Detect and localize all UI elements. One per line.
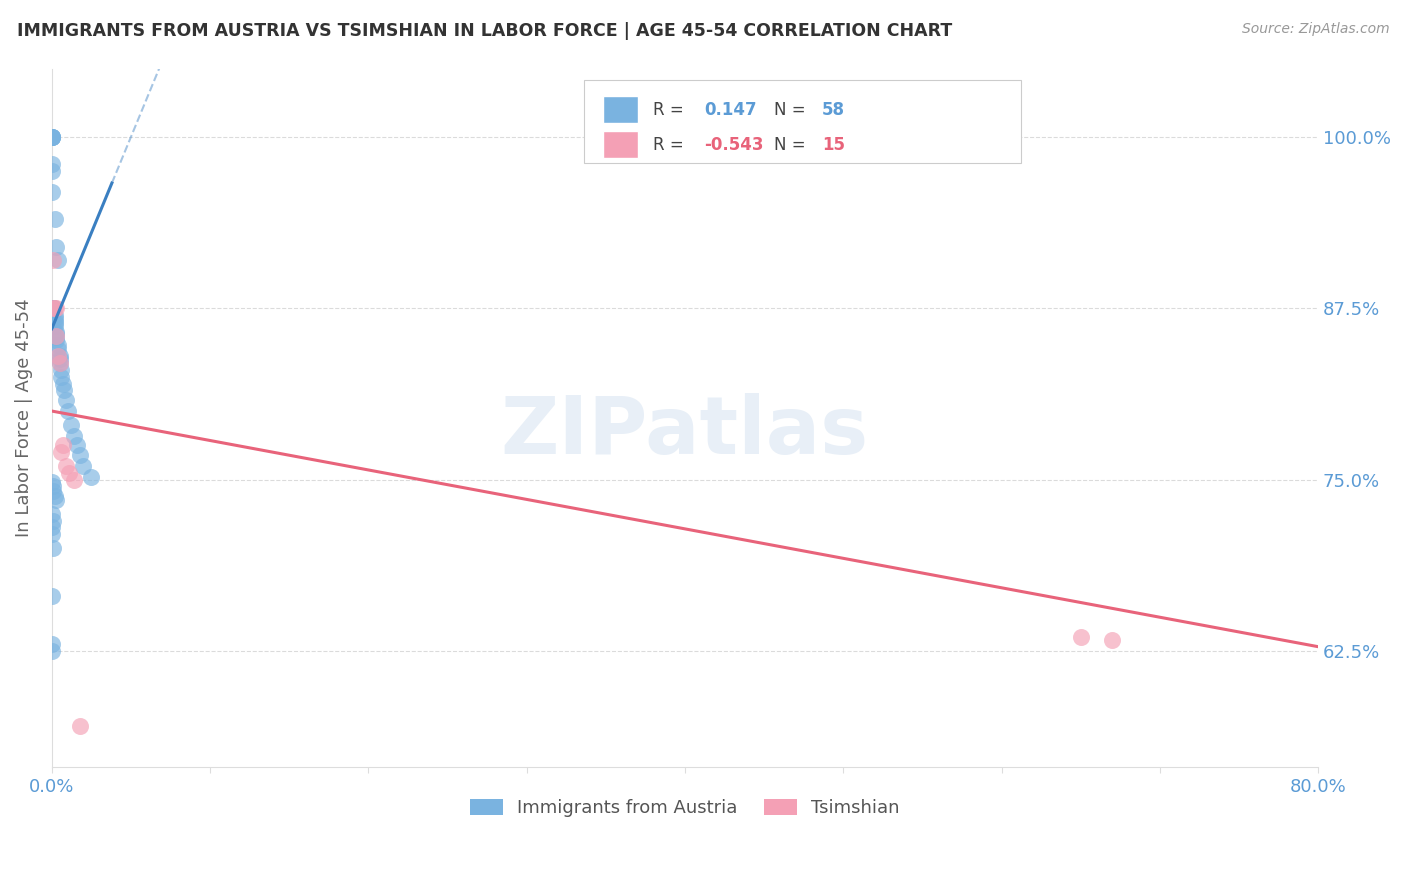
Point — [42, 301, 65, 316]
Point — [44, 308, 66, 322]
Point — [44, 212, 66, 227]
Point — [42, 479, 65, 493]
Point — [41, 164, 63, 178]
Point — [45, 328, 67, 343]
Point — [45, 330, 67, 344]
Point — [46, 253, 69, 268]
Point — [42, 305, 65, 319]
Point — [63, 473, 86, 487]
Point — [69, 719, 91, 733]
Point — [41, 185, 63, 199]
Point — [41, 130, 63, 145]
Point — [44, 301, 66, 316]
Point — [41, 520, 63, 534]
Point — [59, 417, 82, 432]
Text: IMMIGRANTS FROM AUSTRIA VS TSIMSHIAN IN LABOR FORCE | AGE 45-54 CORRELATION CHAR: IMMIGRANTS FROM AUSTRIA VS TSIMSHIAN IN … — [17, 22, 952, 40]
Point — [41, 507, 63, 521]
Point — [42, 301, 65, 316]
Y-axis label: In Labor Force | Age 45-54: In Labor Force | Age 45-54 — [15, 299, 32, 537]
Point — [51, 445, 73, 459]
Point — [1101, 632, 1123, 647]
Point — [41, 130, 63, 145]
Point — [53, 384, 76, 398]
Point — [42, 514, 65, 528]
Point — [45, 239, 67, 253]
Text: 58: 58 — [821, 101, 845, 119]
Text: 0.147: 0.147 — [704, 101, 756, 119]
Point — [63, 428, 86, 442]
Point — [56, 404, 79, 418]
Point — [46, 338, 69, 352]
Point — [41, 130, 63, 145]
Text: ZIPatlas: ZIPatlas — [501, 392, 869, 471]
Text: -0.543: -0.543 — [704, 136, 763, 153]
Bar — [603, 131, 638, 158]
Point — [44, 310, 66, 325]
Text: N =: N = — [773, 136, 810, 153]
Point — [52, 438, 75, 452]
Point — [45, 301, 67, 316]
Point — [52, 376, 75, 391]
Point — [1070, 630, 1092, 644]
Point — [51, 363, 73, 377]
Point — [48, 356, 70, 370]
Point — [80, 470, 103, 484]
Point — [45, 493, 67, 508]
Point — [41, 475, 63, 490]
Text: R =: R = — [654, 101, 689, 119]
Point — [41, 644, 63, 658]
Point — [45, 333, 67, 347]
Point — [51, 369, 73, 384]
Point — [45, 327, 67, 342]
Point — [46, 343, 69, 357]
Text: Source: ZipAtlas.com: Source: ZipAtlas.com — [1241, 22, 1389, 37]
Point — [58, 466, 80, 480]
Point — [41, 301, 63, 316]
Point — [42, 301, 65, 316]
Point — [44, 489, 66, 503]
Point — [41, 130, 63, 145]
Point — [66, 438, 89, 452]
Point — [46, 349, 69, 363]
Point — [72, 458, 94, 473]
Point — [55, 458, 77, 473]
Point — [44, 319, 66, 334]
FancyBboxPatch shape — [583, 80, 1021, 163]
Point — [42, 301, 65, 316]
Text: R =: R = — [654, 136, 689, 153]
Point — [41, 130, 63, 145]
Legend: Immigrants from Austria, Tsimshian: Immigrants from Austria, Tsimshian — [463, 792, 907, 824]
Point — [45, 325, 67, 339]
Point — [41, 301, 63, 316]
Point — [42, 483, 65, 498]
Point — [42, 541, 65, 555]
Point — [41, 589, 63, 603]
Point — [44, 313, 66, 327]
Point — [69, 448, 91, 462]
Point — [42, 253, 65, 268]
Point — [55, 393, 77, 408]
Point — [48, 349, 70, 363]
Point — [41, 527, 63, 541]
Point — [41, 157, 63, 171]
Text: N =: N = — [773, 101, 810, 119]
Point — [42, 301, 65, 316]
Point — [44, 317, 66, 331]
Point — [41, 637, 63, 651]
Point — [48, 351, 70, 366]
Point — [48, 356, 70, 370]
Bar — [603, 96, 638, 123]
Text: 15: 15 — [821, 136, 845, 153]
